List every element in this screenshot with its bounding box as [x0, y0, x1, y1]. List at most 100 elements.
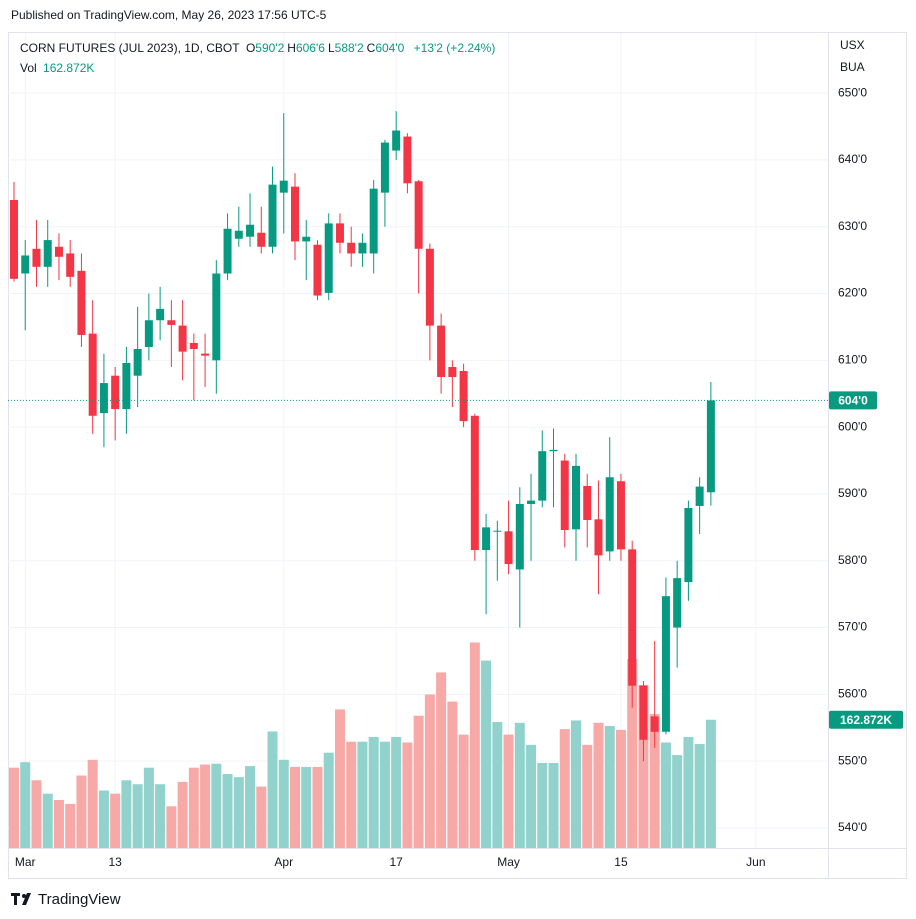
candle-body	[88, 333, 97, 416]
candle-body	[234, 230, 243, 239]
legend-row: Vol 162.872K	[20, 58, 498, 78]
candle-body	[684, 507, 693, 583]
y-tick-label: 630'0	[838, 219, 867, 233]
symbol-title: CORN FUTURES (JUL 2023), 1D, CBOT	[20, 41, 240, 55]
candle-body	[313, 244, 322, 296]
published-note: Published on TradingView.com, May 26, 20…	[11, 8, 327, 22]
volume-bar	[211, 763, 222, 848]
candle-body	[437, 325, 446, 378]
candle-body	[201, 353, 210, 356]
volume-bar	[402, 742, 413, 848]
candle-body	[32, 248, 41, 267]
ohlc-value: 606'6	[295, 41, 325, 55]
candle-body	[302, 236, 311, 242]
candle-body	[403, 136, 412, 184]
unit: BUA	[840, 60, 865, 74]
volume-bar	[436, 672, 447, 848]
legend: CORN FUTURES (JUL 2023), 1D, CBOT O590'2…	[20, 38, 498, 78]
volume-bar	[447, 701, 458, 848]
volume-bar	[615, 729, 626, 848]
chart-frame	[8, 32, 907, 879]
candle-body	[583, 485, 592, 520]
y-tick-label: 570'0	[838, 620, 867, 634]
grid	[8, 33, 828, 848]
volume-bar	[256, 786, 267, 848]
candle-body	[246, 224, 255, 237]
candle-body	[527, 500, 536, 504]
candle-body	[650, 716, 659, 732]
volume-bar	[548, 762, 559, 848]
candle-body	[706, 400, 715, 493]
candle-body	[459, 371, 468, 422]
volume-bar	[301, 766, 312, 848]
y-tick-label: 580'0	[838, 553, 867, 567]
volume-bar	[166, 806, 177, 848]
volume-bar	[290, 766, 300, 848]
candle-body	[515, 503, 524, 570]
volume-bar	[31, 780, 42, 848]
volume-bar	[233, 777, 244, 848]
candle-body	[425, 248, 434, 326]
candle-body	[560, 460, 569, 531]
candle-body	[122, 363, 131, 410]
candle-body	[133, 348, 142, 376]
volume-bar	[110, 793, 121, 848]
volume-bar	[503, 734, 514, 848]
volume-bar	[20, 762, 31, 848]
x-tick-label: 17	[389, 855, 403, 869]
y-tick-label: 560'0	[838, 687, 867, 701]
candle-body	[358, 242, 367, 254]
volume-bar	[604, 725, 615, 848]
y-tick-label: 600'0	[838, 419, 867, 433]
candle-body	[279, 180, 288, 193]
volume-bar	[334, 709, 345, 848]
ohlc-key: L	[327, 41, 335, 55]
candle-body	[628, 549, 637, 686]
volume-bar	[200, 764, 211, 848]
volume-bar	[323, 752, 334, 848]
candles	[10, 111, 715, 762]
candle-body	[10, 200, 18, 279]
candle-body	[392, 130, 401, 151]
currency: USX	[840, 38, 865, 52]
axes: 540'0 550'0 560'0 570'0 580'0 590'0 600'0 610'0…	[8, 85, 903, 869]
ohlc-values: O590'2 H606'6 L588'2 C604'0	[246, 41, 407, 55]
volume-bar	[65, 803, 76, 848]
volume-bar	[98, 790, 109, 848]
change: +13'2 (+2.24%)	[413, 41, 496, 55]
volume-bar	[278, 759, 289, 848]
volume-bar	[424, 694, 435, 848]
volume-bar	[672, 755, 683, 848]
volume-bar	[458, 734, 469, 848]
candle-body	[639, 685, 648, 740]
volume-bar	[683, 736, 694, 848]
y-tick-label: 650'0	[838, 85, 867, 99]
volume-bar	[391, 736, 402, 848]
volume-bar	[245, 766, 256, 848]
volume-bar	[481, 660, 492, 848]
candle-body	[616, 481, 625, 550]
candle-body	[695, 486, 704, 506]
volume-bar	[638, 685, 649, 848]
candle-body	[549, 449, 558, 452]
volume-bar	[627, 659, 638, 848]
legend-row: CORN FUTURES (JUL 2023), 1D, CBOT O590'2…	[20, 38, 498, 58]
volume-bar	[222, 773, 233, 848]
volume-bar	[357, 741, 368, 848]
volume-bar	[526, 744, 537, 848]
volume-bar	[537, 762, 548, 848]
candle-body	[167, 320, 176, 325]
volume-bar	[559, 729, 570, 848]
y-tick-label: 640'0	[838, 152, 867, 166]
candle-body	[212, 273, 221, 361]
last-price-badge	[829, 391, 877, 410]
volume-bar	[155, 784, 166, 848]
volume-badge	[829, 710, 903, 729]
volume-bar	[379, 741, 390, 848]
ohlc-key: O	[245, 41, 256, 55]
volume-bar	[368, 736, 379, 848]
last-price-label: 604'0	[838, 394, 868, 408]
volume-bar	[694, 744, 705, 848]
